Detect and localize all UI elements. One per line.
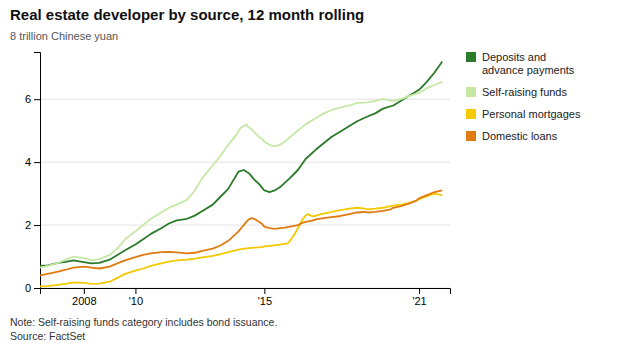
- line: [40, 190, 442, 275]
- legend-label: Personal mortgages: [482, 108, 581, 120]
- x-tick-label: '21: [412, 295, 426, 307]
- x-axis: 2008 '10 '15 '21: [41, 288, 451, 307]
- legend-swatch: [466, 52, 476, 62]
- annotation: Note: Self-raising funds category includ…: [10, 316, 277, 328]
- line: [40, 61, 442, 266]
- y-tick-label: 0: [25, 282, 31, 294]
- x-tick: 2008: [72, 288, 96, 307]
- chart: Real estate developer by source, 12 mont…: [0, 0, 620, 350]
- legend-item: Self-raising funds: [466, 86, 567, 98]
- y-tick-mark: [34, 162, 40, 163]
- x-tick-mark: [419, 288, 420, 294]
- x-axis-line: [41, 289, 451, 295]
- legend: Deposits andadvance payments Self-raising…: [466, 51, 581, 142]
- legend-item: Personal mortgages: [466, 108, 581, 120]
- y-tick: 6: [25, 93, 40, 105]
- x-tick-label: 2008: [72, 295, 96, 307]
- legend-label: Deposits andadvance payments: [482, 51, 575, 76]
- x-tick-mark: [135, 288, 136, 294]
- annotation: Source: FactSet: [10, 330, 85, 342]
- grid: [40, 99, 450, 288]
- y-tick-mark: [34, 225, 40, 226]
- x-tick: '15: [258, 288, 272, 307]
- x-tick-mark: [84, 288, 85, 294]
- legend-swatch: [466, 109, 476, 119]
- y-tick-mark: [34, 288, 40, 289]
- y-tick: 0: [25, 282, 40, 294]
- x-tick: '10: [129, 288, 143, 307]
- y-tick: 2: [25, 219, 40, 231]
- legend-label: Domestic loans: [482, 130, 558, 142]
- y-tick: 4: [25, 156, 40, 168]
- x-tick-label: '10: [129, 295, 143, 307]
- legend-swatch: [466, 131, 476, 141]
- y-tick-mark: [34, 99, 40, 100]
- line: [40, 82, 442, 268]
- legend-label: Self-raising funds: [482, 86, 567, 98]
- y-tick-label: 2: [25, 219, 31, 231]
- x-tick: '21: [412, 288, 426, 307]
- legend-item: Deposits andadvance payments: [466, 51, 575, 76]
- y-axis-line: [34, 53, 41, 289]
- y-tick-label: 6: [25, 93, 31, 105]
- y-tick-label: 4: [25, 156, 31, 168]
- legend-item: Domestic loans: [466, 130, 558, 142]
- title: Real estate developer by source, 12 mont…: [10, 6, 364, 23]
- x-tick-mark: [264, 288, 265, 294]
- line: [40, 194, 442, 287]
- grid-line: [40, 162, 450, 163]
- x-tick-label: '15: [258, 295, 272, 307]
- y-axis: 0 2 4 6: [25, 53, 41, 295]
- plot: 2008 '10 '15 '21 0 2 4 6: [25, 53, 451, 307]
- y-axis-label: 8 trillion Chinese yuan: [10, 30, 118, 42]
- legend-swatch: [466, 87, 476, 97]
- lines: [40, 61, 442, 286]
